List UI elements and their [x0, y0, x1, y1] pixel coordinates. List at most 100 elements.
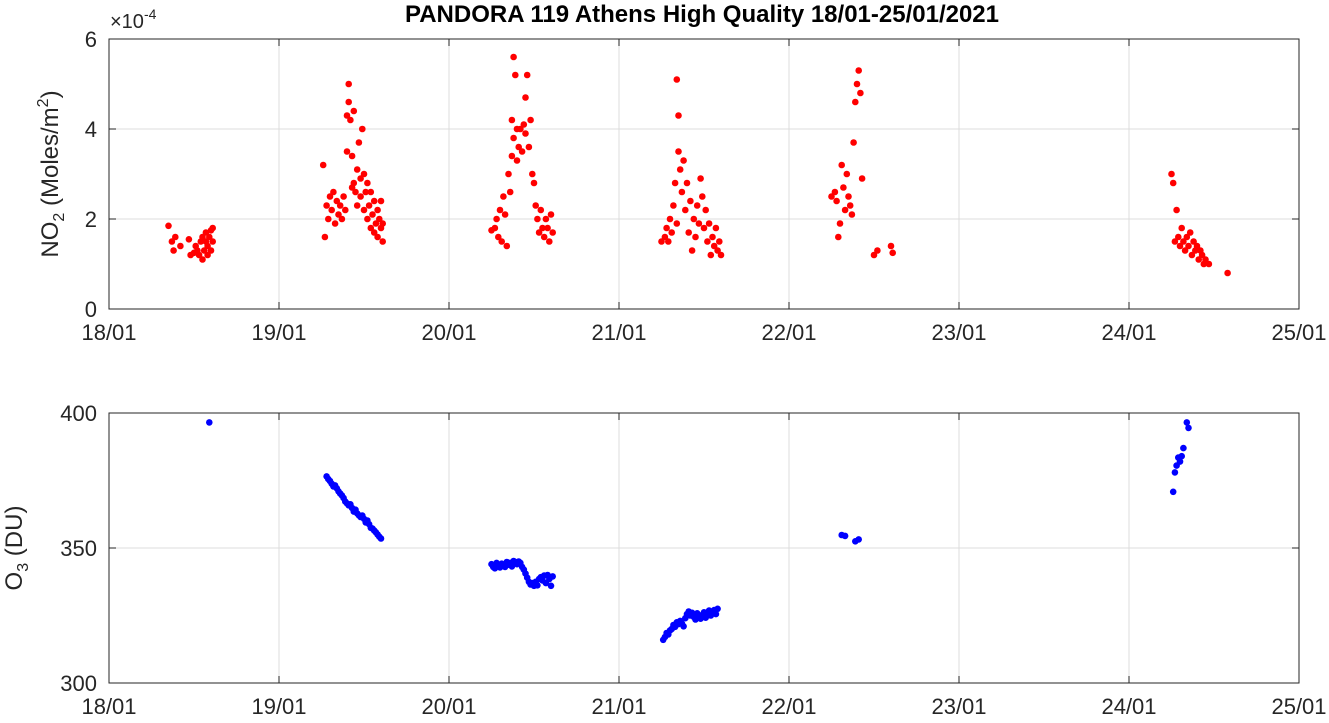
o3-series	[206, 419, 1192, 644]
no2-data-point	[547, 211, 555, 218]
no2-data-point	[670, 202, 677, 209]
no2-data-point	[697, 175, 704, 182]
no2-data-point	[338, 215, 346, 223]
no2-data-point	[709, 233, 716, 241]
no2-data-point	[357, 193, 364, 200]
no2-data-point	[326, 193, 334, 200]
no2-data-point	[374, 233, 381, 241]
o3-data-point	[714, 605, 721, 613]
o3-axes: 18/01 19/01 20/01 21/01 22/01 23/01 24/01 25/01…	[1, 401, 1327, 719]
no2-y-tick-label: 0	[85, 297, 97, 322]
no2-data-point	[518, 148, 526, 155]
o3-y-axis-label: O3 (DU)	[1, 506, 32, 591]
no2-data-point	[185, 236, 193, 243]
no2-data-point	[874, 247, 881, 254]
no2-data-point	[831, 188, 839, 196]
no2-data-point	[170, 247, 177, 254]
no2-data-point	[717, 251, 725, 259]
no2-data-point	[841, 206, 849, 214]
no2-data-point	[889, 249, 896, 257]
no2-data-point	[505, 170, 512, 178]
no2-data-point	[668, 229, 675, 236]
no2-data-point	[207, 247, 215, 254]
no2-data-point	[835, 233, 842, 241]
no2-data-point	[675, 148, 682, 155]
no2-data-point	[705, 220, 713, 227]
no2-data-point	[544, 224, 551, 232]
no2-data-point	[357, 175, 364, 182]
o3-data-point	[1185, 424, 1192, 432]
no2-data-point	[840, 184, 847, 191]
no2-data-point	[846, 202, 854, 209]
o3-y-axis-label-rest: (DU)	[1, 506, 28, 563]
no2-data-point	[364, 179, 371, 187]
o3-y-axis-label-main: O	[1, 572, 28, 591]
no2-data-point	[1168, 170, 1175, 178]
no2-data-point	[321, 233, 329, 241]
no2-data-point	[370, 229, 378, 236]
no2-data-point	[168, 238, 176, 245]
o3-data-point	[206, 419, 213, 426]
no2-data-point	[204, 251, 211, 259]
no2-data-point	[1202, 256, 1209, 263]
no2-x-tick-label: 18/01	[81, 320, 136, 345]
o3-data-point	[377, 535, 385, 542]
o3-x-tick-label: 20/01	[421, 694, 476, 719]
no2-data-point	[1183, 233, 1191, 241]
no2-data-point	[692, 233, 699, 241]
no2-data-point	[529, 170, 536, 178]
o3-data-point	[712, 610, 720, 618]
no2-data-point	[853, 80, 861, 88]
no2-data-point	[369, 211, 376, 218]
no2-data-point	[510, 134, 517, 142]
no2-data-point	[360, 206, 368, 214]
no2-data-point	[661, 233, 669, 241]
no2-x-tick-label: 19/01	[251, 320, 306, 345]
o3-data-point	[680, 623, 687, 630]
no2-data-point	[870, 251, 878, 259]
no2-x-tick-label: 21/01	[591, 320, 646, 345]
no2-data-point	[496, 206, 504, 214]
no2-data-point	[1188, 251, 1196, 259]
chart-title: PANDORA 119 Athens High Quality 18/01-25…	[405, 1, 999, 28]
no2-y-axis-label-main: NO	[37, 222, 64, 258]
no2-data-point	[525, 143, 533, 151]
no2-data-point	[204, 242, 211, 250]
no2-data-point	[539, 224, 546, 232]
no2-data-point	[540, 233, 548, 241]
o3-x-tick-label: 25/01	[1271, 694, 1326, 719]
o3-data-point	[855, 536, 862, 543]
no2-data-point	[325, 215, 332, 223]
no2-data-point	[377, 197, 385, 205]
no2-data-point	[503, 242, 511, 250]
no2-data-point	[345, 80, 353, 88]
no2-x-tick-label: 24/01	[1101, 320, 1156, 345]
o3-x-tick-label: 24/01	[1101, 694, 1156, 719]
o3-x-tick-label: 21/01	[591, 694, 646, 719]
no2-data-point	[376, 215, 383, 223]
o3-x-tick-label: 22/01	[761, 694, 816, 719]
no2-data-point	[712, 224, 720, 232]
no2-data-point	[355, 139, 363, 146]
o3-data-point	[1180, 444, 1187, 452]
no2-data-point	[1173, 206, 1180, 214]
no2-x-tick-label: 25/01	[1271, 320, 1326, 345]
no2-data-point	[848, 211, 856, 218]
no2-data-point	[374, 206, 381, 214]
o3-x-tick-label: 19/01	[251, 694, 306, 719]
no2-data-point	[1181, 247, 1189, 254]
no2-data-point	[530, 179, 538, 187]
no2-x-tick-label: 22/01	[761, 320, 816, 345]
no2-data-point	[850, 139, 857, 146]
no2-exponent-base: ×10	[110, 11, 144, 33]
no2-data-point	[379, 238, 387, 245]
no2-data-point	[330, 188, 337, 196]
no2-data-point	[522, 94, 529, 101]
no2-data-point	[491, 224, 499, 232]
no2-data-point	[1205, 260, 1213, 268]
no2-data-point	[695, 220, 703, 227]
o3-y-axis-label-sub: 3	[15, 563, 32, 572]
no2-data-point	[328, 206, 336, 214]
no2-data-point	[520, 121, 528, 128]
no2-data-point	[678, 188, 686, 196]
